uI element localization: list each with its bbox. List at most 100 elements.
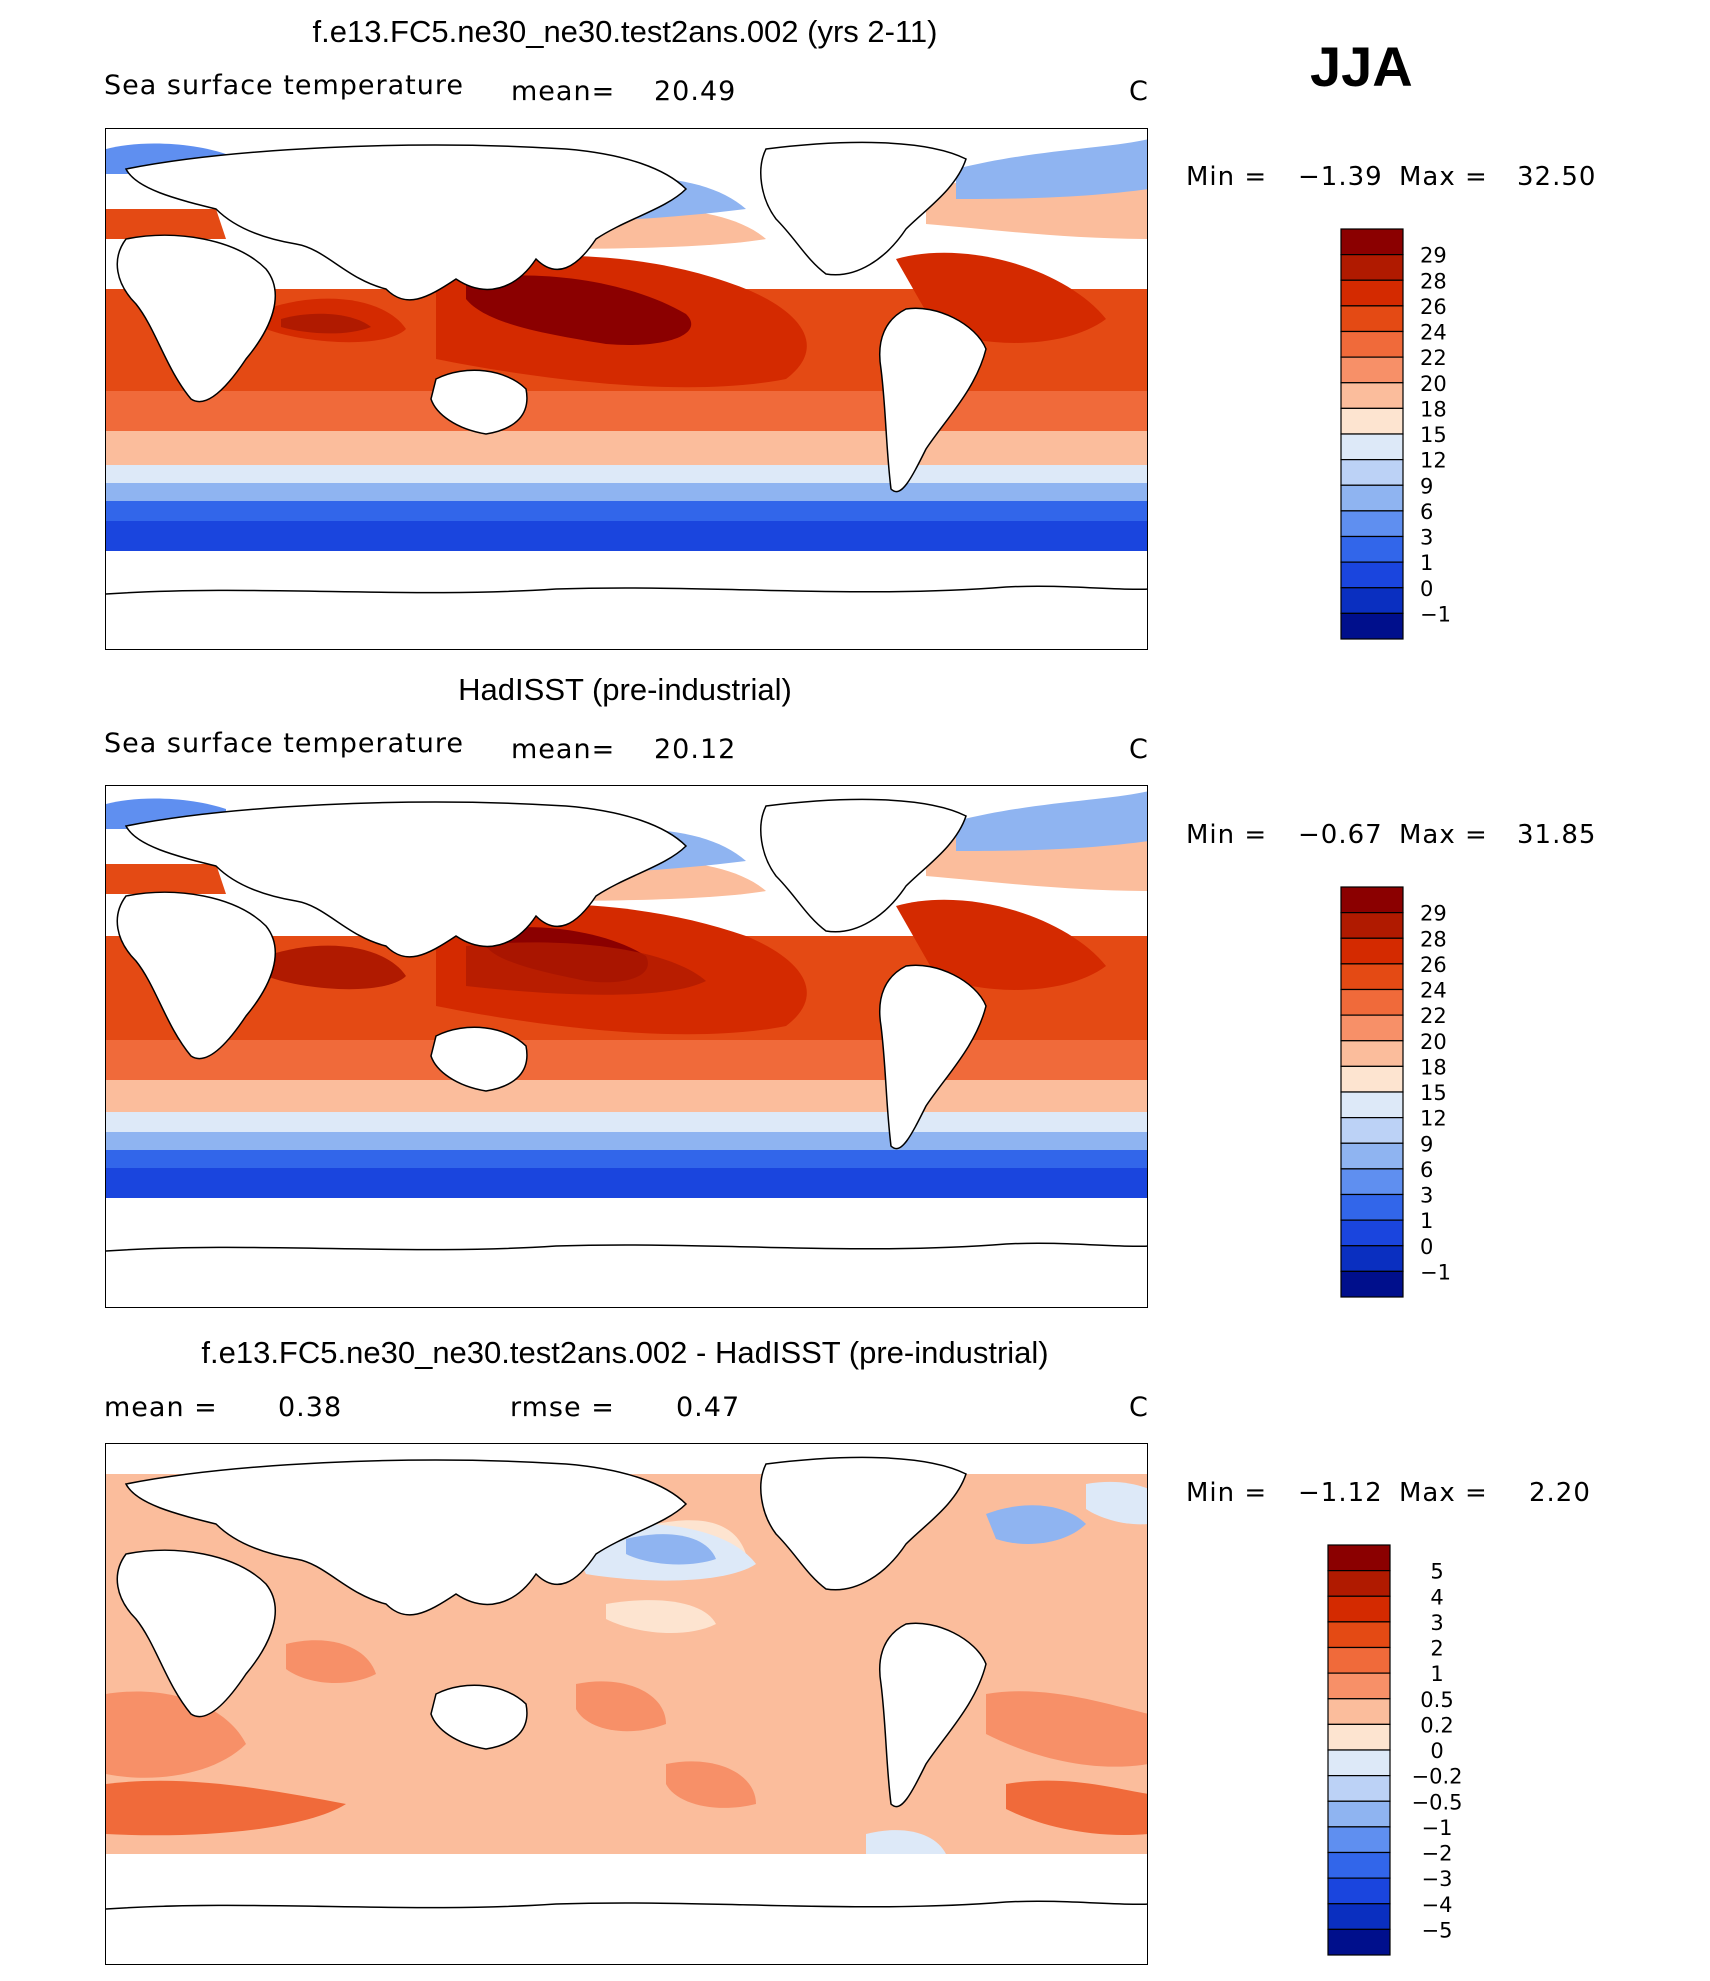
panel-1-colorbar-swatch	[1340, 254, 1404, 281]
panel-3-colorbar-label: −1	[1422, 1816, 1453, 1840]
panel-2-colorbar-swatch	[1340, 1270, 1404, 1298]
panel-2-colorbar-label: 3	[1420, 1184, 1433, 1208]
panel-2-title: HadISST (pre-industrial)	[458, 672, 792, 707]
panel-3-colorbar-swatch	[1327, 1928, 1391, 1956]
panel-2-mean-label: mean=	[511, 734, 616, 765]
panel-1-colorbar-swatch	[1340, 484, 1404, 512]
panel-2-colorbar-swatch	[1340, 1091, 1404, 1119]
panel-3-max-label: Max =	[1399, 1478, 1488, 1508]
panel-3-colorbar: 5 4 3 2 1 0.5 0.2 0 −0.2 −0.5 −1 −2 −3 −4 −5	[1327, 1544, 1497, 1956]
panel-3-colorbar-swatch	[1327, 1544, 1391, 1572]
panel-3-colorbar-swatch	[1327, 1672, 1391, 1700]
panel-1-colorbar-label: 24	[1420, 321, 1447, 345]
panel-2-colorbar-swatch	[1340, 1219, 1404, 1247]
panel-2-sst-map	[105, 785, 1148, 1308]
panel-2-colorbar-swatch	[1340, 1065, 1404, 1093]
panel-2-colorbar-swatch	[1340, 886, 1404, 914]
panel-3-colorbar-label: −3	[1422, 1867, 1453, 1891]
panel-2-colorbar-label: 28	[1420, 927, 1447, 951]
panel-1-colorbar-swatch	[1340, 228, 1404, 256]
panel-2-colorbar-label: 6	[1420, 1158, 1433, 1182]
panel-3-colorbar-label: −2	[1422, 1842, 1453, 1866]
panel-1-colorbar-label: 0	[1420, 577, 1433, 601]
panel-2-mean-value: 20.12	[654, 734, 737, 765]
panel-1-colorbar-label: 3	[1420, 526, 1433, 550]
panel-3-colorbar-swatch	[1327, 1903, 1391, 1930]
panel-2-min-label: Min =	[1186, 820, 1268, 850]
panel-2-colorbar-swatch	[1340, 1142, 1404, 1170]
panel-1-colorbar-swatch	[1340, 407, 1404, 435]
panel-3-colorbar-label: −0.2	[1412, 1765, 1463, 1789]
panel-1-colorbar-swatch	[1340, 587, 1404, 614]
panel-2-colorbar-swatch	[1340, 1245, 1404, 1272]
panel-3-rmse-label: rmse =	[510, 1392, 615, 1423]
panel-2-colorbar-label: 29	[1420, 902, 1447, 926]
panel-2-colorbar-label: 24	[1420, 979, 1447, 1003]
panel-3-colorbar-swatch	[1327, 1851, 1391, 1879]
panel-3-max-value: 2.20	[1529, 1478, 1591, 1508]
panel-1-colorbar-label: 26	[1420, 295, 1447, 319]
panel-1-colorbar-swatch	[1340, 561, 1404, 589]
panel-3-colorbar-swatch	[1327, 1723, 1391, 1751]
panel-2-units: C	[1129, 734, 1149, 765]
panel-3-colorbar-label: 4	[1430, 1585, 1443, 1609]
panel-2-colorbar-swatch	[1340, 1117, 1404, 1144]
panel-3-colorbar-swatch	[1327, 1621, 1391, 1649]
panel-3-colorbar-swatch	[1327, 1877, 1391, 1905]
panel-3-min-label: Min =	[1186, 1478, 1268, 1508]
panel-1-units: C	[1129, 76, 1149, 107]
panel-1-colorbar-label: 22	[1420, 346, 1447, 370]
panel-2-colorbar-label: −1	[1420, 1260, 1451, 1284]
panel-3-colorbar-label: 1	[1430, 1662, 1443, 1686]
panel-3-mean-value: 0.38	[278, 1392, 343, 1423]
panel-3-colorbar-swatch	[1327, 1570, 1391, 1597]
panel-1-title: f.e13.FC5.ne30_ne30.test2ans.002 (yrs 2-…	[312, 14, 938, 49]
panel-1-colorbar-swatch	[1340, 535, 1404, 563]
panel-2-colorbar-label: 20	[1420, 1030, 1447, 1054]
panel-3-title: f.e13.FC5.ne30_ne30.test2ans.002 - HadIS…	[201, 1335, 1049, 1370]
panel-1-colorbar-swatch	[1340, 433, 1404, 461]
panel-2-max-label: Max =	[1399, 820, 1488, 850]
panel-1-colorbar-label: −1	[1420, 602, 1451, 626]
panel-1-colorbar-swatch	[1340, 330, 1404, 358]
panel-3-colorbar-swatch	[1327, 1800, 1391, 1828]
panel-3-mean-label: mean =	[104, 1392, 218, 1423]
panel-2-colorbar: 29 28 26 24 22 20 18 15 12 9 6 3 1 0 −1	[1340, 886, 1500, 1298]
panel-3-units: C	[1129, 1392, 1149, 1423]
season-label: JJA	[1310, 35, 1413, 98]
panel-2-colorbar-label: 0	[1420, 1235, 1433, 1259]
panel-3-colorbar-swatch	[1327, 1595, 1391, 1623]
panel-1-colorbar-label: 20	[1420, 372, 1447, 396]
panel-3-colorbar-label: 0	[1430, 1739, 1443, 1763]
panel-3-colorbar-swatch	[1327, 1826, 1391, 1854]
panel-3-colorbar-swatch	[1327, 1698, 1391, 1725]
panel-2-colorbar-label: 22	[1420, 1004, 1447, 1028]
panel-1-colorbar-swatch	[1340, 510, 1404, 538]
panel-3-colorbar-swatch	[1327, 1646, 1391, 1674]
panel-2-colorbar-label: 18	[1420, 1055, 1447, 1079]
panel-1-colorbar-label: 9	[1420, 474, 1433, 498]
panel-1-colorbar-label: 18	[1420, 397, 1447, 421]
panel-3-colorbar-label: 0.5	[1420, 1688, 1453, 1712]
panel-3-diff-map	[105, 1443, 1148, 1965]
panel-3-colorbar-label: −5	[1422, 1918, 1453, 1942]
panel-3-colorbar-label: 0.2	[1420, 1713, 1453, 1737]
panel-2-colorbar-swatch	[1340, 912, 1404, 939]
panel-2-colorbar-swatch	[1340, 1168, 1404, 1196]
panel-1-sst-map	[105, 128, 1148, 650]
panel-2-colorbar-label: 26	[1420, 953, 1447, 977]
panel-2-colorbar-label: 9	[1420, 1132, 1433, 1156]
panel-3-rmse-value: 0.47	[676, 1392, 741, 1423]
panel-2-colorbar-swatch	[1340, 1014, 1404, 1042]
panel-2-max-value: 31.85	[1517, 820, 1597, 850]
panel-1-field-label: Sea surface temperature	[104, 70, 464, 101]
panel-1-colorbar-swatch	[1340, 382, 1404, 409]
panel-2-colorbar-label: 15	[1420, 1081, 1447, 1105]
panel-2-colorbar-swatch	[1340, 963, 1404, 991]
panel-3-colorbar-label: 5	[1430, 1560, 1443, 1584]
panel-1-colorbar-label: 6	[1420, 500, 1433, 524]
panel-1-min-value: −1.39	[1298, 162, 1383, 192]
panel-3-colorbar-label: 2	[1430, 1637, 1443, 1661]
panel-1-colorbar-swatch	[1340, 279, 1404, 307]
panel-2-min-value: −0.67	[1298, 820, 1383, 850]
